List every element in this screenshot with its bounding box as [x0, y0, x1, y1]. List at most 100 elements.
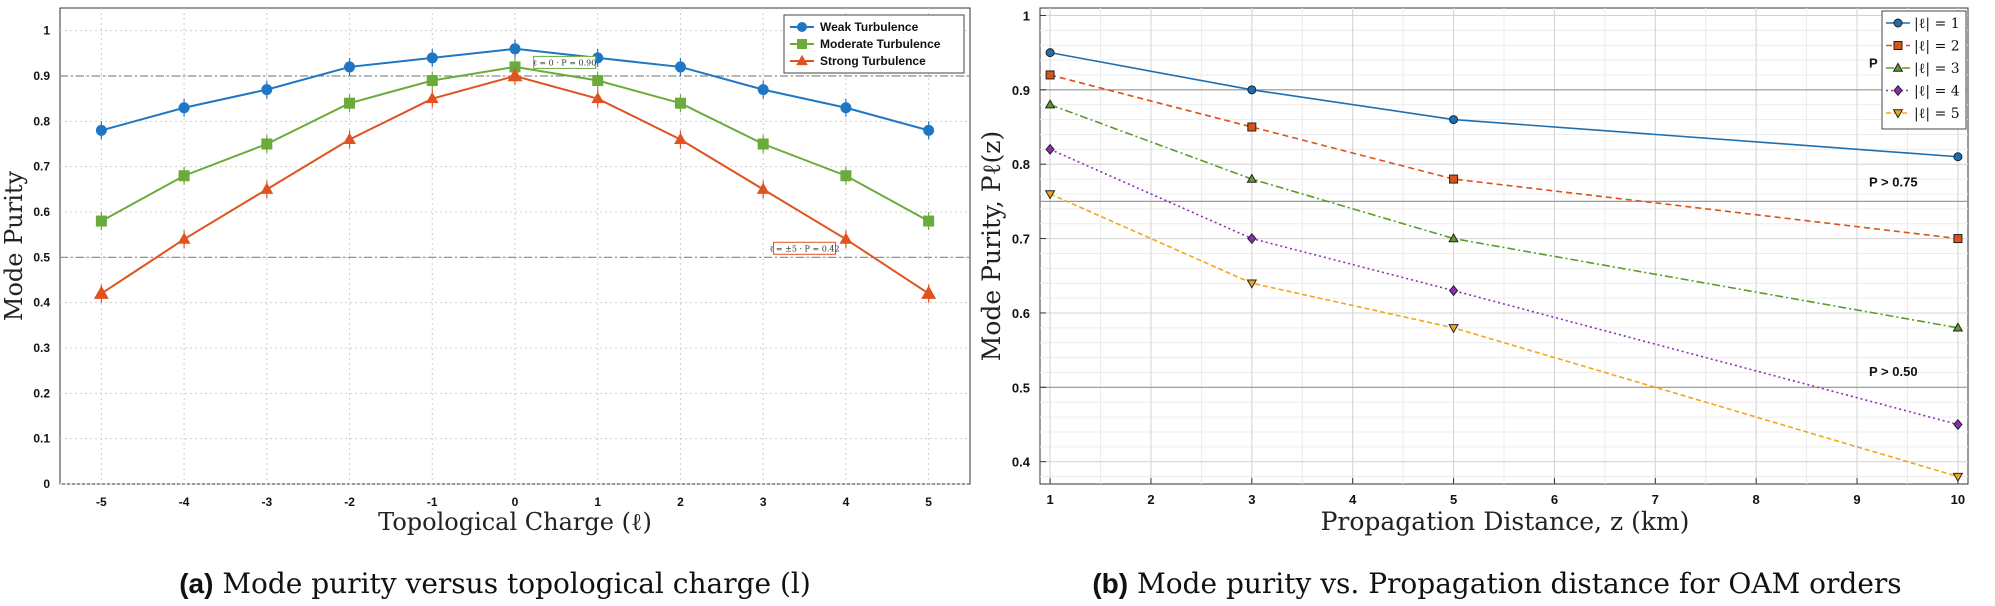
- chart-b-point: [1953, 234, 1963, 244]
- chart-a-y-tick: 1: [43, 24, 50, 38]
- chart-a-y-tick: 0.9: [33, 69, 50, 83]
- chart-b-legend-label: |ℓ| = 5: [1914, 106, 1960, 122]
- chart-a-x-tick: 0: [512, 495, 519, 509]
- chart-b-point: [1247, 85, 1257, 95]
- chart-a-legend-label: Strong Turbulence: [820, 54, 926, 68]
- chart-a-point: [178, 102, 190, 114]
- chart-a-point: [921, 285, 937, 299]
- chart-b-point: [1247, 122, 1257, 132]
- chart-b-legend-marker: [1893, 41, 1903, 50]
- chart-a-x-tick: -1: [427, 495, 438, 509]
- chart-b-x-tick: 9: [1853, 492, 1860, 507]
- chart-b-point: [1246, 173, 1258, 183]
- chart-b-x-tick: 6: [1551, 492, 1558, 507]
- chart-a-legend-label: Weak Turbulence: [820, 20, 919, 34]
- chart-a-point: [95, 124, 107, 136]
- chart-a-point: [261, 84, 273, 96]
- caption-a: (a) Mode purity versus topological charg…: [179, 567, 811, 600]
- chart-a-y-tick: 0.1: [33, 432, 50, 446]
- chart-a-point: [674, 97, 686, 109]
- chart-a-annotation-text: ℓ = 0 · P = 0.90: [533, 58, 596, 67]
- chart-b-y-tick: 0.8: [1012, 157, 1030, 172]
- chart-a-annotation-text: ℓ = ±5 · P = 0.42: [770, 244, 840, 253]
- chart-a-y-tick: 0.2: [33, 386, 50, 400]
- chart-a-legend-marker: [797, 39, 807, 49]
- chart-b-legend-label: |ℓ| = 2: [1914, 39, 1960, 55]
- chart-b-point: [1045, 48, 1055, 58]
- chart-b-point: [1045, 70, 1055, 80]
- chart-b-point: [1448, 285, 1459, 297]
- chart-b-x-tick: 8: [1753, 492, 1760, 507]
- chart-a-x-tick: -3: [261, 495, 272, 509]
- chart-a-legend-label: Moderate Turbulence: [820, 37, 941, 51]
- chart-a-y-tick: 0.7: [33, 160, 50, 174]
- chart-b-point: [1246, 279, 1258, 289]
- chart-b: P > 0.90P > 0.75P > 0.50 123456789100.40…: [977, 7, 1969, 536]
- chart-a-y-tick: 0: [43, 477, 50, 491]
- chart-a-y-tick: 0.8: [33, 114, 50, 128]
- chart-b-legend-marker: [1892, 62, 1904, 72]
- chart-a-annotation-box: [773, 241, 837, 255]
- chart-a-x-tick: 5: [925, 495, 932, 509]
- chart-b-y-axis-label: Mode Purity, Pℓ(z): [977, 131, 1006, 361]
- chart-a-x-tick: -2: [344, 495, 355, 509]
- chart-a-point: [592, 75, 604, 87]
- chart-a-y-axis-label: Mode Purity: [0, 170, 28, 321]
- chart-a-x-tick: -5: [96, 495, 107, 509]
- caption-b: (b) Mode purity vs. Propagation distance…: [1092, 567, 1901, 600]
- chart-a-point: [95, 215, 107, 227]
- chart-a-x-tick: 1: [594, 495, 601, 509]
- chart-a-point: [756, 182, 770, 194]
- caption-b-text: Mode purity vs. Propagation distance for…: [1128, 567, 1902, 600]
- chart-b-series-line-2: [1049, 74, 1959, 240]
- chart-b-point: [1953, 152, 1963, 162]
- chart-b-point: [1448, 324, 1459, 334]
- chart-a-x-tick: -4: [179, 495, 190, 509]
- chart-b-point: [1449, 115, 1459, 125]
- chart-a-x-tick: 2: [677, 495, 684, 509]
- chart-b-legend-marker: [1893, 18, 1903, 28]
- chart-a-y-tick: 0.3: [33, 341, 50, 355]
- chart-b-y-tick: 1: [1023, 8, 1030, 23]
- chart-b-x-tick: 1: [1046, 492, 1053, 507]
- chart-a-point: [840, 170, 852, 182]
- chart-b-x-tick: 10: [1951, 492, 1965, 507]
- caption-a-tag: (a): [179, 568, 213, 599]
- chart-a-point: [507, 68, 523, 82]
- chart-a-point: [757, 84, 769, 96]
- chart-a-legend-marker: [797, 22, 807, 32]
- chart-b-series-line-3: [1049, 103, 1959, 329]
- chart-a-point: [426, 52, 438, 64]
- chart-b-y-tick: 0.5: [1012, 380, 1030, 395]
- caption-b-tag: (b): [1092, 568, 1128, 599]
- chart-b-point: [1044, 190, 1056, 200]
- chart-a-y-tick: 0.4: [33, 296, 50, 310]
- chart-b-y-tick: 0.6: [1012, 306, 1030, 321]
- chart-b-point: [1448, 232, 1459, 243]
- chart-b-legend-label: |ℓ| = 3: [1914, 61, 1960, 77]
- chart-a-y-tick: 0.6: [33, 205, 50, 219]
- chart-a-point: [425, 91, 439, 104]
- chart-b-y-tick: 0.9: [1012, 83, 1030, 98]
- chart-b-series-line-1: [1049, 51, 1958, 158]
- chart-a-point: [509, 43, 521, 55]
- chart-a-point: [260, 182, 274, 194]
- chart-b-point: [1045, 143, 1055, 155]
- chart-b-legend-marker: [1892, 109, 1904, 119]
- chart-a-point: [177, 232, 191, 244]
- chart-b-legend-label: |ℓ| = 4: [1914, 84, 1960, 100]
- chart-b-point: [1952, 322, 1964, 332]
- chart-b-point: [1953, 418, 1963, 431]
- chart-a-point: [178, 170, 190, 182]
- chart-a-point: [426, 75, 438, 87]
- chart-b-x-tick: 5: [1450, 492, 1457, 507]
- chart-a-point: [674, 132, 687, 144]
- chart-a-x-tick: 4: [843, 495, 850, 509]
- chart-b-threshold-label: P > 0.50: [1869, 364, 1918, 379]
- chart-b-legend-marker: [1893, 84, 1903, 97]
- chart-b-point: [1044, 99, 1056, 109]
- chart-a-point: [344, 97, 356, 109]
- chart-a-point: [757, 138, 769, 150]
- chart-a-x-axis-label: Topological Charge (ℓ): [378, 508, 652, 536]
